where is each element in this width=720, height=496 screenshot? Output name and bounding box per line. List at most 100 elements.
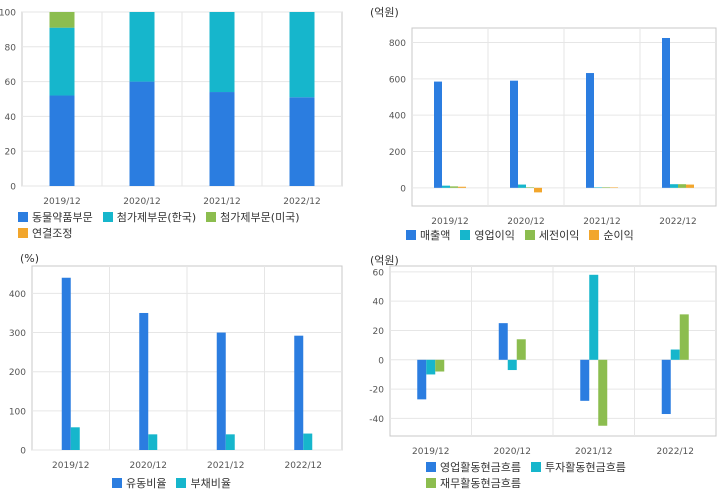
bar (662, 37, 670, 188)
x-tick-label: 2020/12 (123, 197, 160, 207)
y-tick-label: 0 (378, 356, 384, 366)
legend-label: 재무활동현금흐름 (440, 477, 521, 490)
y-tick-label: 600 (389, 75, 406, 85)
bar (417, 359, 427, 400)
bar (289, 12, 315, 98)
bar (209, 12, 235, 93)
bar (686, 184, 694, 188)
bar (670, 349, 680, 360)
bar (679, 314, 689, 360)
bar (498, 323, 508, 360)
bar (661, 359, 671, 415)
x-tick-label: 2021/12 (575, 447, 612, 457)
x-tick-label: 2021/12 (207, 461, 244, 471)
y-tick-label: 0 (20, 447, 26, 457)
bar (129, 12, 155, 82)
y-tick-label: 0 (10, 183, 16, 193)
legend-swatch (426, 462, 436, 472)
y-tick-label: 100 (9, 407, 26, 417)
bar (303, 433, 313, 450)
bar (49, 12, 75, 28)
x-tick-label: 2020/12 (507, 217, 544, 227)
legend-item: 매출액 (406, 228, 450, 244)
bar (458, 186, 466, 188)
bar (580, 359, 590, 401)
bar (426, 359, 436, 375)
bar (534, 187, 542, 193)
legend-label: 유동비율 (126, 477, 167, 490)
bar (289, 97, 315, 186)
legend-label: 매출액 (420, 229, 451, 242)
income-unit-label: (억원) (370, 6, 399, 19)
y-tick-label: 20 (5, 148, 17, 158)
bar (586, 73, 594, 188)
bar (670, 184, 678, 188)
bar (598, 359, 608, 426)
legend-item: 연결조정 (18, 226, 72, 242)
legend-item: 첨가제부문(미국) (206, 210, 300, 226)
y-tick-label: -40 (369, 415, 384, 425)
legend-label: 영업이익 (474, 229, 515, 242)
segment-share-plot: 0 20 40 60 80 100 2019/12 2020/12 2021/12 2022/12 (0, 9, 343, 207)
bar (518, 184, 526, 188)
legend-swatch (589, 230, 600, 240)
bar (450, 186, 458, 188)
x-tick-label: 2021/12 (583, 217, 620, 227)
bar (49, 95, 75, 186)
legend-item: 영업이익 (460, 228, 515, 244)
y-tick-label: 20 (373, 327, 385, 337)
y-tick-label: 60 (373, 268, 385, 278)
y-tick-label: 400 (9, 290, 26, 300)
bar (589, 274, 599, 360)
legend-item: 영업활동현금흐름 (426, 460, 521, 476)
legend-label: 동물약품부문 (32, 211, 93, 224)
legend-swatch (112, 478, 122, 488)
y-tick-label: 100 (0, 9, 16, 19)
legend-swatch (524, 230, 535, 240)
x-tick-label: 2022/12 (659, 217, 696, 227)
legend-item: 세전이익 (524, 228, 580, 244)
y-tick-label: -20 (369, 386, 384, 396)
x-tick-label: 2019/12 (431, 217, 468, 227)
legend-label: 세전이익 (538, 229, 580, 242)
legend-swatch (206, 212, 217, 222)
legend-swatch (18, 228, 28, 238)
legend-item: 유동비율 (112, 476, 166, 492)
legend-label: 첨가제부문(한국) (116, 211, 197, 224)
legend-swatch (426, 478, 436, 488)
x-tick-label: 2020/12 (494, 447, 531, 457)
legend-swatch (460, 230, 471, 240)
bar (602, 187, 610, 188)
x-tick-label: 2022/12 (285, 461, 322, 471)
income-legend: 매출액 영업이익 세전이익 순이익 (406, 228, 716, 244)
legend-label: 영업활동현금흐름 (440, 461, 521, 474)
legend-swatch (18, 212, 28, 222)
bar (209, 92, 235, 186)
legend-swatch (406, 230, 416, 240)
x-tick-label: 2019/12 (412, 447, 449, 457)
bar (70, 427, 80, 450)
bar (594, 187, 602, 188)
legend-label: 연결조정 (32, 227, 73, 240)
y-tick-label: 40 (373, 298, 385, 308)
bar (225, 434, 235, 450)
ratio-legend: 유동비율 부채비율 (112, 476, 342, 492)
x-tick-label: 2019/12 (43, 197, 80, 207)
bar (510, 80, 518, 188)
ratio-unit-label: (%) (20, 252, 40, 265)
y-tick-label: 80 (5, 43, 17, 53)
y-tick-label: 0 (400, 184, 406, 194)
bar (294, 335, 304, 450)
income-chart: (억원) 0 200 400 600 800 2019/12 2020/12 2021/12 2… (362, 0, 720, 250)
bar (526, 187, 534, 188)
bar (216, 332, 226, 450)
legend-item: 투자활동현금흐름 (530, 460, 626, 476)
legend-label: 순이익 (603, 229, 634, 242)
bar (516, 339, 526, 360)
legend-swatch (176, 478, 187, 488)
segment-share-chart: 0 20 40 60 80 100 2019/12 2020/12 2021/12 2022/12… (0, 0, 352, 250)
x-tick-label: 2019/12 (52, 461, 89, 471)
x-tick-label: 2021/12 (203, 197, 240, 207)
bar (442, 185, 450, 188)
